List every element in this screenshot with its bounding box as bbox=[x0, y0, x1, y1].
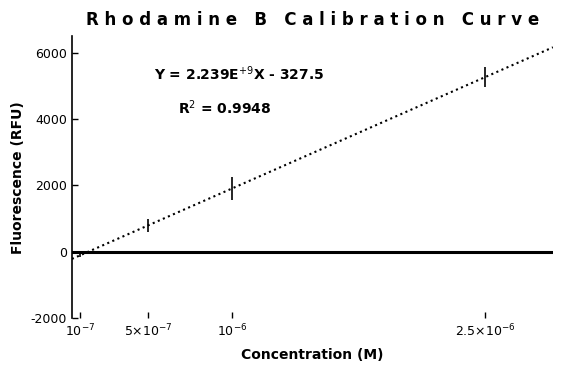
X-axis label: Concentration (M): Concentration (M) bbox=[241, 348, 384, 362]
Text: R$^2$ = 0.9948: R$^2$ = 0.9948 bbox=[178, 98, 271, 117]
Text: Y = 2.239E$^{+9}$X - 327.5: Y = 2.239E$^{+9}$X - 327.5 bbox=[153, 65, 324, 83]
Y-axis label: Fluorescence (RFU): Fluorescence (RFU) bbox=[11, 101, 25, 254]
Title: R h o d a m i n e   B   C a l i b r a t i o n   C u r v e: R h o d a m i n e B C a l i b r a t i o … bbox=[86, 11, 539, 29]
